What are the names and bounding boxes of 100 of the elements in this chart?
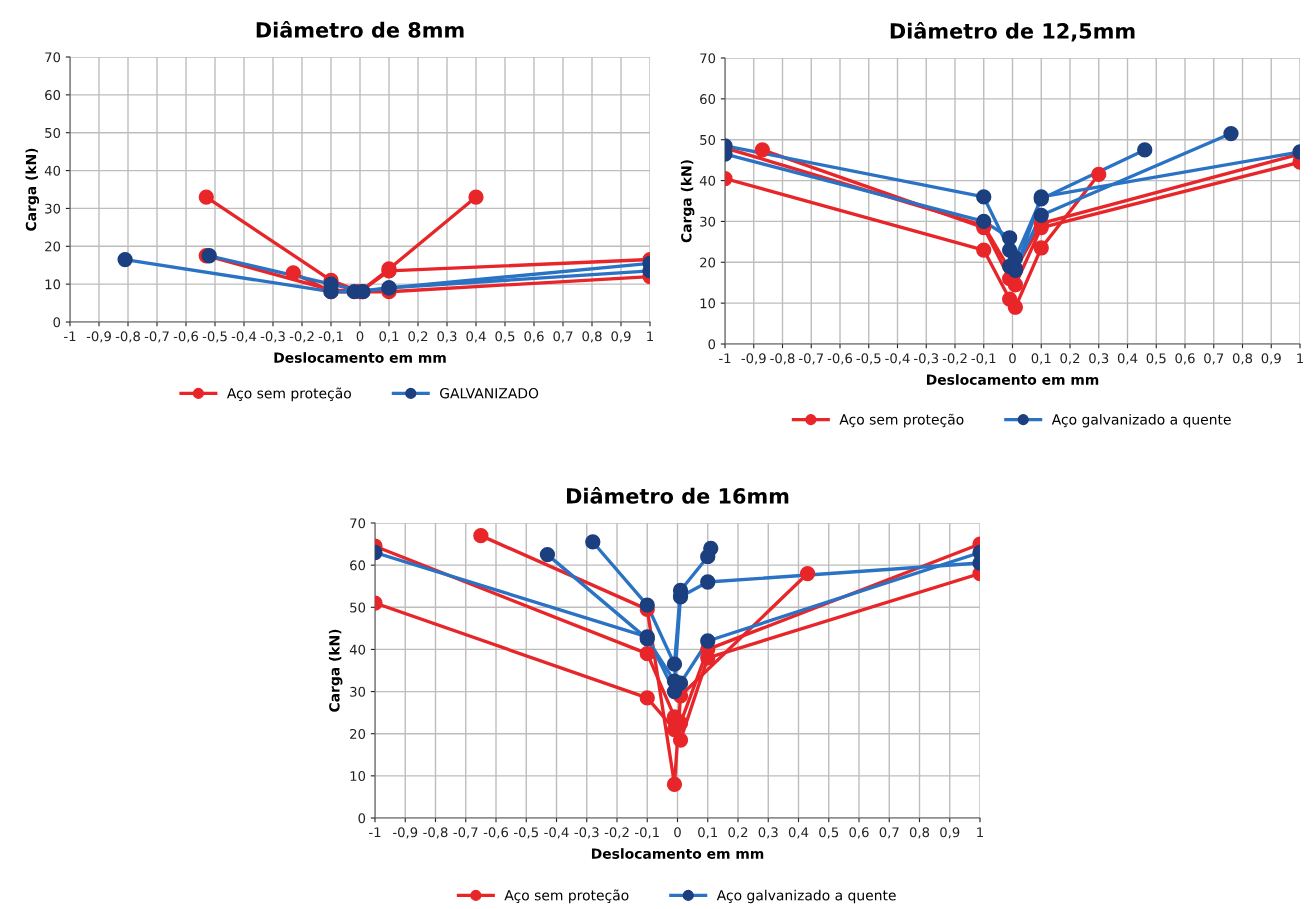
x-tick-label: 0,1	[379, 331, 399, 343]
x-tick-label: 1	[1297, 353, 1303, 364]
y-tick-label: 40	[349, 644, 366, 655]
x-tick-label: 1	[977, 827, 983, 838]
x-tick-label: 0,7	[553, 331, 573, 343]
x-tick-label: -0,1	[635, 827, 659, 839]
legend-label: Aço galvanizado a quente	[716, 889, 896, 904]
x-tick-label: -0,1	[971, 353, 996, 365]
y-tick-label: 30	[700, 216, 716, 227]
x-tick-label: 0	[1009, 353, 1016, 364]
x-tick-label: -0,8	[423, 827, 448, 839]
x-tick-label: 0,8	[909, 827, 930, 839]
x-tick-label: 0,6	[1175, 353, 1195, 365]
x-tick-label: 0,6	[849, 827, 869, 839]
y-tick-label: 0	[708, 339, 716, 350]
x-tick-label: 0,2	[1060, 353, 1080, 365]
x-tick-label: 0	[674, 827, 681, 838]
y-tick-label: 0	[53, 317, 61, 328]
x-tick-label: -0,2	[289, 331, 314, 343]
x-tick-label: -1	[719, 353, 731, 364]
y-tick-label: 50	[700, 134, 716, 145]
x-tick-label: 0,5	[819, 827, 839, 839]
x-tick-label: -0,4	[885, 353, 910, 365]
x-tick-label: -0,8	[770, 353, 795, 365]
x-axis-title: Deslocamento em mm	[926, 374, 1099, 385]
y-axis-title: Carga (kN)	[25, 148, 40, 231]
x-tick-label: -0,5	[514, 827, 538, 839]
y-tick-label: 20	[350, 728, 366, 739]
y-tick-label: 50	[45, 127, 61, 138]
x-axis-title: Deslocamento em mm	[274, 352, 446, 363]
y-tick-label: 70	[45, 52, 61, 63]
x-tick-label: 0,5	[495, 331, 515, 343]
x-tick-label: 1	[647, 331, 653, 342]
x-tick-label: -0,4	[544, 827, 569, 839]
x-axis-title: Deslocamento em mm	[591, 848, 764, 859]
y-tick-label: 70	[700, 53, 716, 64]
legend-label: GALVANIZADO	[440, 387, 539, 399]
y-tick-label: 40	[44, 165, 61, 176]
x-tick-label: -0,8	[115, 331, 140, 343]
x-tick-label: 0,2	[408, 331, 428, 343]
y-tick-label: 10	[350, 771, 366, 782]
x-tick-label: -1	[64, 331, 76, 342]
legend-label: Aço sem proteção	[839, 413, 964, 428]
x-tick-label: 0,8	[1232, 353, 1253, 365]
legend-label: Aço galvanizado a quente	[1051, 413, 1231, 428]
x-tick-label: 0,3	[1089, 353, 1109, 365]
y-tick-label: 50	[350, 602, 366, 613]
y-tick-label: 30	[350, 686, 366, 697]
y-tick-label: 0	[358, 813, 366, 824]
x-tick-label: 0,7	[1204, 353, 1224, 365]
chart-title: Diâmetro de 12,5mm	[890, 21, 1135, 42]
x-tick-label: -0,3	[574, 827, 599, 839]
legend-label: Aço sem proteção	[504, 889, 629, 904]
x-tick-label: -0,6	[483, 827, 509, 839]
y-tick-label: 70	[350, 518, 366, 529]
y-tick-label: 10	[45, 279, 61, 290]
y-tick-label: 20	[700, 257, 716, 268]
x-tick-label: -0,7	[144, 331, 169, 343]
y-axis-title: Carga (kN)	[328, 629, 343, 712]
x-tick-label: -0,7	[799, 353, 823, 365]
y-tick-label: 60	[350, 560, 366, 571]
chart-title: Diâmetro de 8mm	[256, 20, 464, 38]
y-tick-label: 30	[45, 203, 61, 214]
y-axis-title: Carga (kN)	[680, 160, 695, 243]
x-tick-label: -0,1	[318, 331, 343, 343]
x-tick-label: 0,7	[879, 827, 899, 839]
y-tick-label: 60	[45, 90, 61, 101]
y-tick-label: 10	[700, 298, 716, 309]
x-tick-label: 0,9	[611, 331, 631, 343]
chart-title: Diâmetro de 16mm	[567, 486, 789, 504]
x-tick-label: -0,4	[231, 331, 257, 343]
x-tick-label: 0,4	[788, 827, 809, 839]
x-tick-label: 0,3	[758, 827, 778, 839]
x-tick-label: -0,9	[393, 827, 418, 839]
x-tick-label: 0,2	[728, 827, 748, 839]
x-tick-label: 0,9	[940, 827, 960, 839]
y-tick-label: 60	[700, 94, 716, 105]
x-tick-label: -0,6	[827, 353, 853, 365]
x-tick-label: 0,8	[582, 331, 602, 343]
x-tick-label: -0,9	[741, 353, 766, 365]
x-tick-label: -0,9	[86, 331, 111, 343]
x-tick-label: -0,7	[453, 827, 478, 839]
x-tick-label: 0,6	[524, 331, 544, 343]
x-tick-label: -0,3	[914, 353, 939, 365]
x-tick-label: 0,1	[1031, 353, 1051, 365]
x-tick-label: 0,3	[437, 331, 457, 343]
x-tick-label: -0,2	[604, 827, 629, 839]
x-tick-label: 0,9	[1261, 353, 1281, 365]
x-tick-label: 0,4	[1117, 353, 1138, 365]
x-tick-label: -0,3	[260, 331, 285, 343]
y-tick-label: 40	[699, 175, 716, 186]
legend-label: Aço sem proteção	[226, 387, 351, 402]
y-tick-label: 20	[45, 241, 61, 252]
x-tick-label: 0,4	[466, 331, 486, 343]
x-tick-label: 0,5	[1146, 353, 1166, 365]
x-tick-label: -1	[369, 827, 381, 838]
x-tick-label: -0,5	[202, 331, 227, 343]
x-tick-label: -0,5	[856, 353, 881, 365]
x-tick-label: -0,2	[942, 353, 967, 365]
x-tick-label: 0,1	[698, 827, 718, 839]
